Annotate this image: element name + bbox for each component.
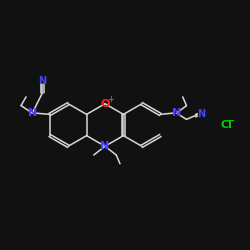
Text: N: N xyxy=(38,76,46,86)
Text: N: N xyxy=(197,108,205,119)
Text: +: + xyxy=(107,96,114,104)
Text: N: N xyxy=(172,108,181,118)
Text: −: − xyxy=(227,116,235,126)
Text: Cl: Cl xyxy=(220,120,232,130)
Text: O: O xyxy=(100,99,110,109)
Text: N: N xyxy=(100,141,110,151)
Text: N: N xyxy=(28,108,37,118)
